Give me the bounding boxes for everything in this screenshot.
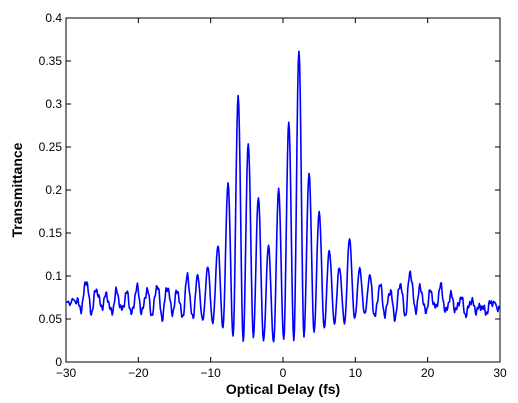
series-line-0 — [65, 50, 501, 343]
y-axis-title: Transmittance — [9, 142, 25, 237]
y-tick-label: 0.1 — [45, 269, 62, 283]
y-tick-label: 0.05 — [39, 312, 63, 326]
x-axis-title: Optical Delay (fs) — [226, 381, 340, 397]
y-tick-label: 0.15 — [39, 226, 63, 240]
y-tick-label: 0.35 — [39, 54, 63, 68]
x-tick-label: −10 — [200, 366, 221, 380]
x-tick-label: 0 — [280, 366, 287, 380]
x-tick-label: 10 — [349, 366, 363, 380]
y-tick-label: 0.4 — [45, 11, 62, 25]
x-tick-label: 20 — [421, 366, 435, 380]
axis-ticks — [65, 17, 501, 363]
y-tick-label: 0.3 — [45, 97, 62, 111]
x-tick-label: −30 — [56, 366, 77, 380]
axis-tick-labels: −30 −20 −10 0 10 20 30 0 0.05 0.1 0.15 0.2 0.25 0.3 0.… — [39, 11, 507, 380]
y-tick-label: 0.2 — [45, 183, 62, 197]
series-group — [65, 50, 501, 343]
x-tick-label: −20 — [128, 366, 149, 380]
y-tick-label: 0.25 — [39, 140, 63, 154]
y-tick-label: 0 — [55, 355, 62, 369]
x-tick-label: 30 — [493, 366, 507, 380]
